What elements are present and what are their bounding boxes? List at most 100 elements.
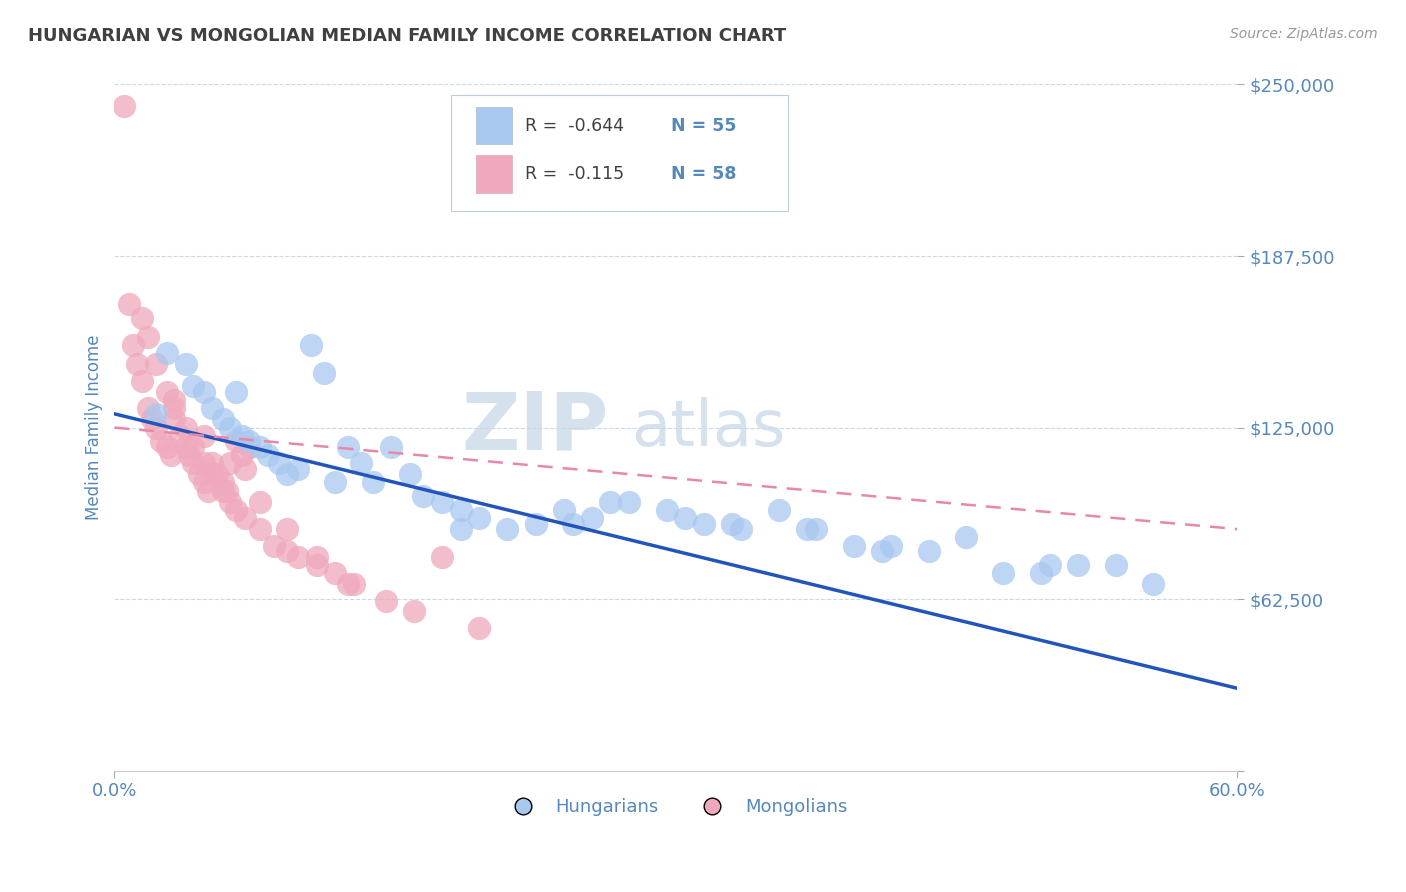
Point	[562, 516, 585, 531]
Text: N = 55: N = 55	[672, 117, 737, 135]
Point	[201, 456, 224, 470]
Point	[231, 429, 253, 443]
Point	[673, 511, 696, 525]
Y-axis label: Median Family Income: Median Family Income	[86, 334, 103, 520]
Point	[145, 420, 167, 434]
Point	[276, 544, 298, 558]
Point	[337, 440, 360, 454]
Point	[181, 379, 204, 393]
Point	[430, 494, 453, 508]
Point	[1039, 558, 1062, 572]
Point	[361, 475, 384, 490]
Point	[235, 461, 257, 475]
Point	[430, 549, 453, 564]
Point	[156, 384, 179, 399]
Text: Source: ZipAtlas.com: Source: ZipAtlas.com	[1230, 27, 1378, 41]
Point	[156, 440, 179, 454]
Point	[145, 358, 167, 372]
Point	[842, 539, 865, 553]
Point	[305, 558, 328, 572]
Point	[201, 467, 224, 482]
Point	[225, 503, 247, 517]
Point	[768, 503, 790, 517]
Point	[145, 407, 167, 421]
Point	[174, 358, 197, 372]
Point	[276, 467, 298, 482]
Point	[163, 412, 186, 426]
Point	[337, 577, 360, 591]
Point	[193, 384, 215, 399]
Point	[238, 434, 260, 449]
Point	[299, 338, 322, 352]
Point	[179, 448, 201, 462]
Point	[323, 566, 346, 580]
Point	[343, 577, 366, 591]
Point	[235, 511, 257, 525]
Point	[468, 621, 491, 635]
Point	[374, 593, 396, 607]
Point	[249, 494, 271, 508]
Point	[174, 440, 197, 454]
Point	[1067, 558, 1090, 572]
Point	[174, 420, 197, 434]
Text: HUNGARIAN VS MONGOLIAN MEDIAN FAMILY INCOME CORRELATION CHART: HUNGARIAN VS MONGOLIAN MEDIAN FAMILY INC…	[28, 27, 786, 45]
Point	[402, 605, 425, 619]
Point	[201, 401, 224, 416]
Point	[215, 483, 238, 498]
Point	[219, 420, 242, 434]
Point	[249, 440, 271, 454]
Point	[955, 530, 977, 544]
Point	[112, 99, 135, 113]
Point	[193, 456, 215, 470]
Text: ZIP: ZIP	[461, 389, 609, 467]
Point	[136, 401, 159, 416]
Point	[163, 401, 186, 416]
Point	[193, 475, 215, 490]
Point	[169, 429, 191, 443]
Point	[350, 456, 373, 470]
Bar	[477, 107, 512, 145]
Point	[1105, 558, 1128, 572]
Text: atlas: atlas	[631, 397, 786, 458]
Point	[450, 503, 472, 517]
Point	[450, 522, 472, 536]
Point	[118, 297, 141, 311]
Text: N = 58: N = 58	[672, 165, 737, 183]
Point	[225, 384, 247, 399]
Point	[880, 539, 903, 553]
Point	[1142, 577, 1164, 591]
Point	[181, 456, 204, 470]
Point	[1029, 566, 1052, 580]
Point	[581, 511, 603, 525]
Point	[276, 522, 298, 536]
Point	[219, 494, 242, 508]
Bar	[477, 155, 512, 193]
Point	[150, 434, 173, 449]
Point	[163, 393, 186, 408]
Point	[617, 494, 640, 508]
Point	[412, 489, 434, 503]
Point	[193, 429, 215, 443]
Point	[212, 412, 235, 426]
Point	[238, 440, 260, 454]
Point	[122, 338, 145, 352]
Point	[212, 475, 235, 490]
Point	[219, 456, 242, 470]
Point	[131, 310, 153, 325]
Point	[870, 544, 893, 558]
Point	[212, 483, 235, 498]
Point	[655, 503, 678, 517]
FancyBboxPatch shape	[451, 95, 789, 211]
Point	[287, 461, 309, 475]
Point	[181, 440, 204, 454]
Point	[269, 456, 291, 470]
Text: R =  -0.644: R = -0.644	[526, 117, 624, 135]
Point	[136, 330, 159, 344]
Point	[125, 358, 148, 372]
Point	[496, 522, 519, 536]
Point	[263, 539, 285, 553]
Point	[721, 516, 744, 531]
Point	[599, 494, 621, 508]
Point	[131, 374, 153, 388]
Point	[468, 511, 491, 525]
